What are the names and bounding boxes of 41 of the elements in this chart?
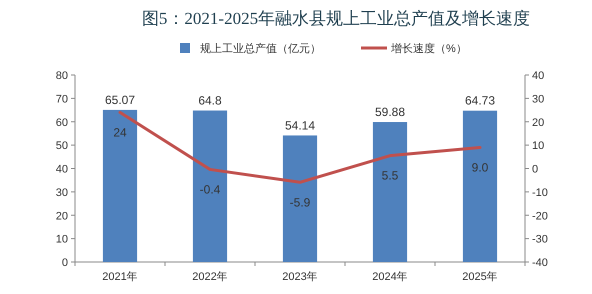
data-label: 54.14: [284, 118, 316, 132]
y-tick-label: 20: [56, 210, 68, 222]
x-tick-label: 2022年: [192, 271, 228, 283]
bar: [282, 135, 318, 262]
y-tick-label: 30: [56, 186, 68, 199]
y2-tick-label: 30: [532, 93, 544, 106]
y-tick-label: 60: [56, 116, 68, 129]
data-label: 59.88: [374, 105, 406, 120]
data-label: 5.5: [382, 168, 399, 183]
y2-tick-label: 0: [532, 164, 538, 176]
legend-label: 增长速度（%）: [390, 42, 467, 55]
chart-title: 图5：2021-2025年融水县规上工业总产值及增长速度: [142, 9, 530, 28]
bar: [192, 110, 228, 262]
data-label: 64.8: [198, 94, 222, 108]
data-label: 65.07: [104, 92, 136, 107]
y2-tick-label: 20: [532, 116, 544, 129]
y2-tick-label: -40: [532, 257, 548, 269]
legend-label: 规上工业总产值（亿元）: [200, 42, 321, 55]
x-tick-label: 2023年: [282, 271, 318, 283]
y-tick-label: 50: [56, 140, 68, 152]
y-tick-label: 80: [56, 70, 68, 82]
data-label: 64.73: [464, 94, 496, 108]
y-tick-label: 70: [56, 93, 68, 106]
y-tick-label: 0: [62, 257, 68, 269]
y2-tick-label: 40: [532, 70, 544, 82]
data-label: -0.4: [200, 182, 221, 196]
x-tick-label: 2025年: [462, 271, 498, 283]
data-label: 24: [113, 125, 127, 140]
y2-tick-label: -10: [532, 186, 548, 199]
x-tick-label: 2021年: [102, 271, 138, 283]
data-label: -5.9: [290, 195, 311, 210]
y2-tick-label: -20: [532, 210, 548, 222]
y-tick-label: 10: [56, 234, 68, 246]
data-label: 9.0: [472, 160, 489, 174]
y2-tick-label: 10: [532, 140, 544, 152]
bar: [102, 110, 138, 262]
bar: [462, 110, 498, 262]
x-tick-label: 2024年: [372, 271, 408, 283]
y2-tick-label: -30: [532, 234, 548, 246]
y-tick-label: 40: [56, 164, 68, 176]
bar: [372, 122, 408, 262]
